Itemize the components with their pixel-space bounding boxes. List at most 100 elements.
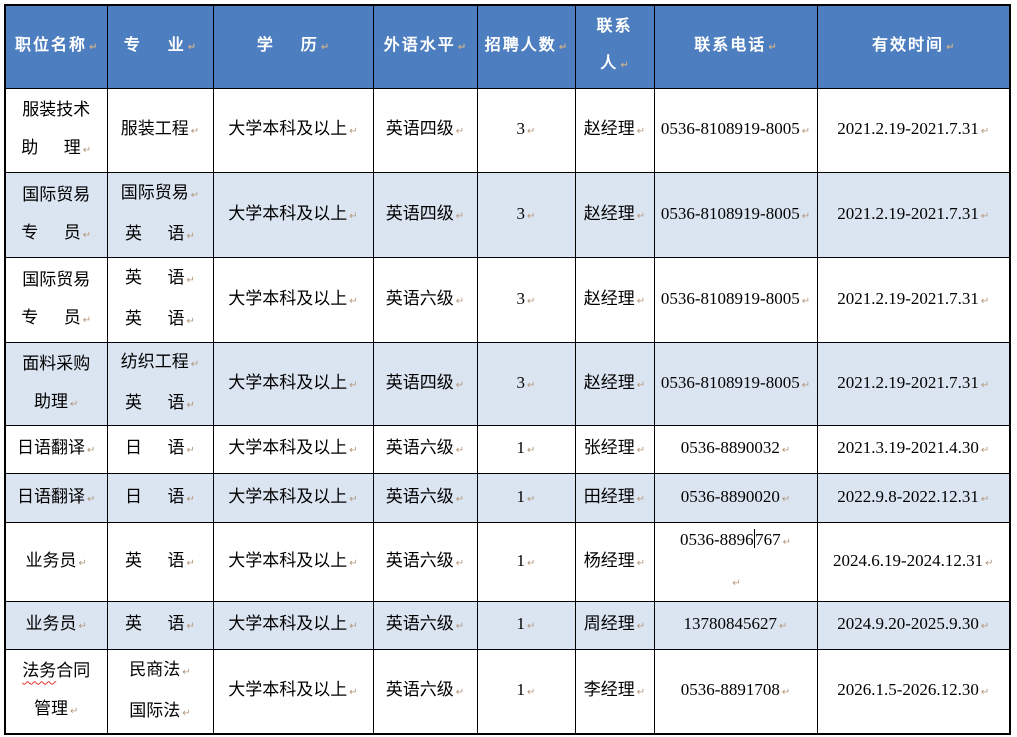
cell-content: 英 语 ↵ 英 语 ↵ <box>108 267 212 332</box>
text-line: 3 ↵ <box>516 288 536 308</box>
paragraph-return-mark-icon: ↵ <box>980 687 990 699</box>
paragraph-return-mark-icon: ↵ <box>781 687 791 699</box>
text-line: 2024.6.19-2024.12.31 ↵ <box>832 550 994 570</box>
cell-content: 3 ↵ <box>478 203 574 227</box>
cell-job-title: 法务合同 管理 ↵ <box>4 648 108 735</box>
paragraph-return-mark-icon: ↵ <box>349 210 358 222</box>
paragraph-return-mark-icon: ↵ <box>527 210 536 222</box>
paragraph-return-mark-icon: ↵ <box>186 493 195 505</box>
text-line: 赵经理 ↵ <box>583 372 646 392</box>
text-line: 联系电话 ↵ <box>694 36 777 54</box>
paragraph-return-mark-icon: ↵ <box>89 41 98 53</box>
cell-content: 赵经理 ↵ <box>576 203 653 227</box>
cell-content: 0536-8896767 ↵ ↵ <box>655 529 816 594</box>
cell-education: 大学本科及以上 ↵ <box>212 600 374 650</box>
paragraph-return-mark-icon: ↵ <box>636 493 646 505</box>
text-line: 3 ↵ <box>516 372 536 392</box>
cell-content: 法务合同 管理 ↵ <box>6 660 106 722</box>
paragraph-return-mark-icon: ↵ <box>946 41 955 53</box>
paragraph-return-mark-icon: ↵ <box>70 398 79 410</box>
header-cell-valid-period: 有效时间 ↵ <box>816 4 1011 89</box>
text-line: 管理 ↵ <box>34 699 79 719</box>
cell-content: 英语六级 ↵ <box>374 437 476 461</box>
paragraph-return-mark-icon: ↵ <box>349 445 358 456</box>
paragraph-return-mark-icon: ↵ <box>527 687 536 699</box>
paragraph-return-mark-icon: ↵ <box>349 687 358 699</box>
paragraph-return-mark-icon: ↵ <box>457 41 467 53</box>
cell-headcount: 1 ↵ <box>476 600 576 650</box>
paragraph-return-mark-icon: ↵ <box>980 295 990 307</box>
text-line: 职位名称 ↵ <box>15 36 98 54</box>
cell-content: 0536-8890020 ↵ <box>655 486 816 510</box>
paragraph-return-mark-icon: ↵ <box>985 557 994 569</box>
cell-content: 赵经理 ↵ <box>576 372 653 396</box>
cell-valid-period: 2021.2.19-2021.7.31 ↵ <box>816 87 1011 173</box>
text-line: 民商法 ↵ <box>129 659 191 679</box>
paragraph-return-mark-icon: ↵ <box>349 621 358 632</box>
paragraph-return-mark-icon: ↵ <box>186 445 195 456</box>
cell-major: 英 语 ↵ <box>106 521 214 602</box>
paragraph-return-mark-icon: ↵ <box>980 210 990 222</box>
cell-language-level: 英语六级 ↵ <box>372 256 478 343</box>
cell-contact-phone: 0536-8108919-8005 ↵ <box>653 87 818 173</box>
paragraph-return-mark-icon: ↵ <box>455 621 465 632</box>
table-row: 服装技术助 理 ↵ 服装工程 ↵ 大学本科及以上 ↵ 英语四级 ↵ 3 ↵ 赵经理 ↵ 0536-810… <box>4 87 1011 173</box>
header-cell-contact-phone: 联系电话 ↵ <box>653 4 818 89</box>
cell-content: 纺织工程 ↵ 英 语 ↵ <box>108 351 212 416</box>
cell-content: 张经理 ↵ <box>576 437 653 461</box>
paragraph-return-mark-icon: ↵ <box>186 231 195 242</box>
paragraph-return-mark-icon: ↵ <box>980 379 990 391</box>
cell-major: 纺织工程 ↵ 英 语 ↵ <box>106 341 214 426</box>
text-line: 有效时间 ↵ <box>872 36 955 54</box>
cell-content: 服装技术助 理 ↵ <box>6 99 106 161</box>
cell-major: 英 语 ↵ <box>106 600 214 650</box>
paragraph-return-mark-icon: ↵ <box>768 41 777 53</box>
paragraph-return-mark-icon: ↵ <box>320 41 330 53</box>
cell-content: 日 语 ↵ <box>108 437 212 461</box>
text-line: 助理 ↵ <box>34 391 79 411</box>
text-line: 大学本科及以上 ↵ <box>228 550 358 570</box>
paragraph-return-mark-icon: ↵ <box>636 445 646 456</box>
text-line: 日 语 ↵ <box>125 438 195 457</box>
cell-content: 2022.9.8-2022.12.31 ↵ <box>818 486 1009 510</box>
paragraph-return-mark-icon: ↵ <box>779 621 788 632</box>
paragraph-return-mark-icon: ↵ <box>980 445 990 456</box>
cell-content: 英 语 ↵ <box>108 550 212 574</box>
text-line: 国际贸易 <box>22 184 91 204</box>
paragraph-return-mark-icon: ↵ <box>732 578 741 589</box>
cell-contact-phone: 0536-8890032 ↵ <box>653 424 818 474</box>
text-cursor[interactable] <box>753 529 756 548</box>
cell-content: 0536-8890032 ↵ <box>655 437 816 461</box>
cell-content: 外语水平 ↵ <box>374 36 476 58</box>
text-line: 2026.1.5-2026.12.30 ↵ <box>837 680 990 700</box>
cell-content: 2024.6.19-2024.12.31 ↵ <box>818 550 1009 574</box>
text-line: 日语翻译 ↵ <box>17 438 96 457</box>
paragraph-return-mark-icon: ↵ <box>636 295 646 307</box>
cell-content: 英语六级 ↵ <box>374 288 476 312</box>
paragraph-return-mark-icon: ↵ <box>349 295 358 307</box>
text-line: 日 语 ↵ <box>125 486 195 506</box>
table-row: 日语翻译 ↵ 日 语 ↵ 大学本科及以上 ↵ 英语六级 ↵ 1 ↵ 田经理 ↵ 0536-8890020… <box>4 472 1011 523</box>
cell-content: 大学本科及以上 ↵ <box>214 288 372 312</box>
paragraph-return-mark-icon: ↵ <box>455 445 465 456</box>
paragraph-return-mark-icon: ↵ <box>190 359 200 370</box>
cell-contact-person: 赵经理 ↵ <box>574 256 655 343</box>
paragraph-return-mark-icon: ↵ <box>527 621 536 632</box>
text-line: 招聘人数 ↵ <box>484 36 568 54</box>
text-line: 2021.2.19-2021.7.31 ↵ <box>837 119 990 138</box>
cell-content: 英语六级 ↵ <box>374 613 476 637</box>
text-line: 0536-8890020 ↵ <box>680 486 791 506</box>
paragraph-return-mark-icon: ↵ <box>801 210 811 222</box>
cell-language-level: 英语六级 ↵ <box>372 600 478 650</box>
cell-job-title: 业务员 ↵ <box>4 600 108 650</box>
paragraph-return-mark-icon: ↵ <box>190 190 200 201</box>
cell-content: 英语六级 ↵ <box>374 486 476 510</box>
table-row: 国际贸易专 员 ↵ 英 语 ↵ 英 语 ↵ 大学本科及以上 ↵ 英语六级 ↵ 3 ↵ 赵经理 ↵ 0536-… <box>4 256 1011 343</box>
text-line: 业务员 ↵ <box>25 614 87 633</box>
text-line: 0536-8108919-8005 ↵ <box>660 119 811 138</box>
header-cell-contact-person: 联系人 ↵ <box>574 4 655 89</box>
table-row: 业务员 ↵ 英 语 ↵ 大学本科及以上 ↵ 英语六级 ↵ 1 ↵ 周经理 ↵ 13780845627 ↵ 2… <box>4 600 1011 650</box>
text-line: 日语翻译 ↵ <box>17 486 96 506</box>
text-line: 专 员 ↵ <box>21 222 92 242</box>
table-row: 国际贸易专 员 ↵ 国际贸易 ↵ 英 语 ↵ 大学本科及以上 ↵ 英语四级 ↵ 3 ↵ 赵经理 ↵ 0536… <box>4 171 1011 258</box>
